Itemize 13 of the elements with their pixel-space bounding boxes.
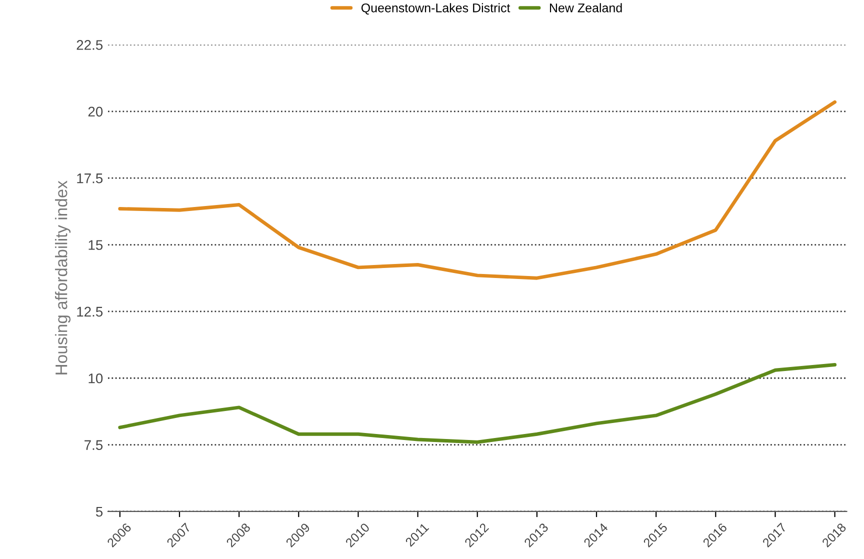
y-tick-label: 22.5 (76, 40, 103, 50)
y-tick-label: 5 (96, 506, 103, 517)
line-series (118, 363, 837, 444)
y-tick-label: 20 (88, 106, 103, 117)
legend-label: Queenstown-Lakes District (361, 3, 510, 15)
y-tick-label: 7.5 (84, 440, 103, 450)
y-tick-label: 15 (88, 240, 103, 250)
y-tick-label: 10 (88, 373, 103, 384)
legend-label: New Zealand (550, 3, 622, 12)
y-tick-label: 12.5 (77, 306, 103, 317)
y-tick-label: 17.5 (77, 174, 103, 184)
line-series (118, 100, 837, 280)
y-axis-title: Housing affordability index (55, 180, 71, 374)
